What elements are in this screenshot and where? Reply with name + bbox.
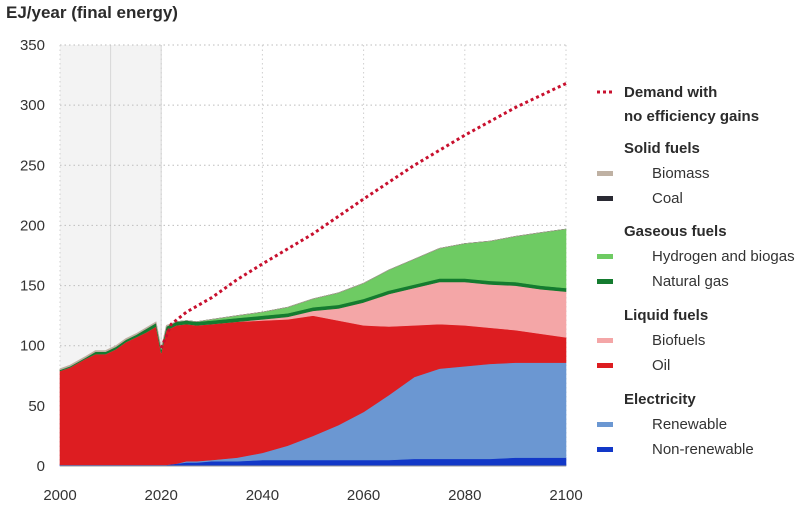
legend-heading-solid-fuels: Solid fuels [624, 140, 700, 157]
y-axis-title: EJ/year (final energy) [6, 3, 178, 22]
x-tick-label: 2000 [43, 487, 76, 504]
legend-swatch-oil [597, 363, 613, 368]
legend-label-oil: Oil [652, 357, 670, 374]
x-tick-label: 2080 [448, 487, 481, 504]
y-tick-label: 350 [20, 37, 45, 54]
legend-label-non-renewable: Non-renewable [652, 441, 754, 458]
legend-swatch-biofuels [597, 338, 613, 343]
legend-swatch-biomass [597, 171, 613, 176]
legend-label-hydrogen-and-biogas: Hydrogen and biogas [652, 248, 795, 265]
legend-heading-liquid-fuels: Liquid fuels [624, 307, 708, 324]
legend-label-coal: Coal [652, 190, 683, 207]
legend-label-biomass: Biomass [652, 165, 710, 182]
area-biomass [59, 228, 567, 371]
x-tick-label: 2060 [347, 487, 380, 504]
legend-swatch-hydrogen-and-biogas [597, 254, 613, 259]
y-tick-label: 0 [37, 458, 45, 475]
legend-heading-electricity: Electricity [624, 391, 696, 408]
y-tick-label: 150 [20, 278, 45, 295]
legend-demand-label-2: no efficiency gains [624, 108, 759, 125]
y-tick-label: 250 [20, 157, 45, 174]
y-tick-label: 50 [28, 398, 45, 415]
legend-swatch-coal [597, 196, 613, 201]
x-tick-label: 2020 [145, 487, 178, 504]
legend-label-biofuels: Biofuels [652, 332, 705, 349]
legend-demand-label-1: Demand with [624, 84, 717, 101]
legend-swatch-non-renewable [597, 447, 613, 452]
x-tick-label: 2040 [246, 487, 279, 504]
legend-heading-gaseous-fuels: Gaseous fuels [624, 223, 727, 240]
y-tick-label: 100 [20, 338, 45, 355]
y-tick-label: 200 [20, 217, 45, 234]
legend-swatch-natural-gas [597, 279, 613, 284]
legend-swatch-renewable [597, 422, 613, 427]
x-tick-label: 2100 [549, 487, 582, 504]
demand-line [159, 82, 567, 349]
y-tick-label: 300 [20, 97, 45, 114]
legend-label-renewable: Renewable [652, 416, 727, 433]
legend-label-natural-gas: Natural gas [652, 273, 729, 290]
